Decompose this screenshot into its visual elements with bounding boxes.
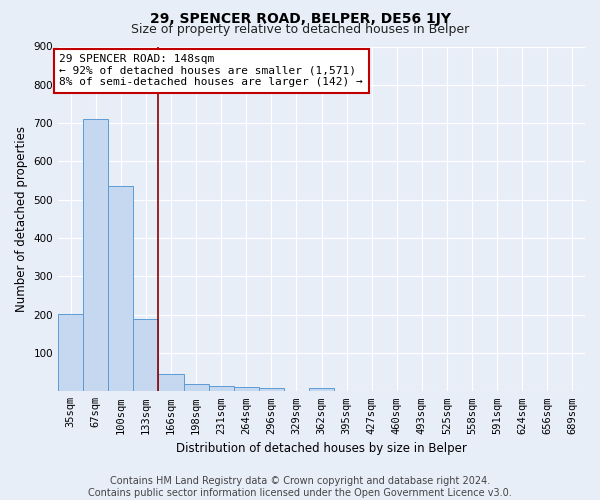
Bar	[209, 386, 233, 392]
Bar	[184, 384, 209, 392]
Bar	[58, 314, 83, 392]
Bar	[83, 120, 108, 392]
Bar	[158, 374, 184, 392]
Bar	[259, 388, 284, 392]
Y-axis label: Number of detached properties: Number of detached properties	[15, 126, 28, 312]
Text: 29, SPENCER ROAD, BELPER, DE56 1JY: 29, SPENCER ROAD, BELPER, DE56 1JY	[149, 12, 451, 26]
Text: Size of property relative to detached houses in Belper: Size of property relative to detached ho…	[131, 22, 469, 36]
Text: 29 SPENCER ROAD: 148sqm
← 92% of detached houses are smaller (1,571)
8% of semi-: 29 SPENCER ROAD: 148sqm ← 92% of detache…	[59, 54, 363, 88]
Text: Contains HM Land Registry data © Crown copyright and database right 2024.
Contai: Contains HM Land Registry data © Crown c…	[88, 476, 512, 498]
X-axis label: Distribution of detached houses by size in Belper: Distribution of detached houses by size …	[176, 442, 467, 455]
Bar	[233, 386, 259, 392]
Bar	[309, 388, 334, 392]
Bar	[108, 186, 133, 392]
Bar	[133, 318, 158, 392]
